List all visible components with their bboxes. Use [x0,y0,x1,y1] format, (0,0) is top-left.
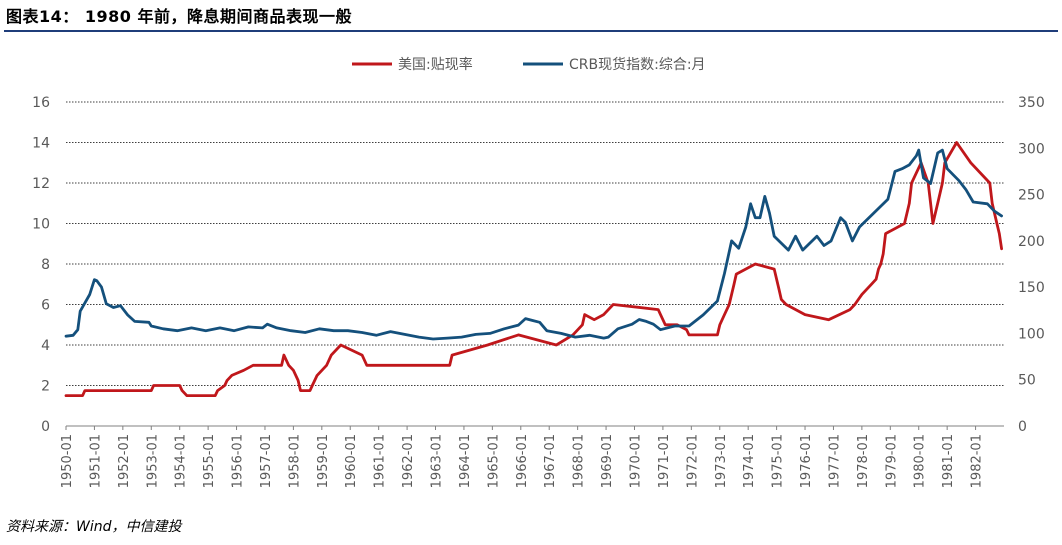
title-rule [4,30,1058,32]
x-tick-label: 1961-01 [373,434,388,488]
series-line-crb-index [64,148,1003,341]
x-tick-label: 1952-01 [117,434,132,488]
y-right-tick-label: 50 [1018,373,1036,389]
y-left-tick-label: 2 [41,379,50,395]
x-tick-label: 1953-01 [145,434,160,488]
x-tick-label: 1960-01 [344,434,359,488]
y-left-tick-label: 8 [41,257,50,273]
x-tick-label: 1954-01 [174,434,189,488]
x-tick-label: 1977-01 [827,434,842,488]
legend-label-crb: CRB现货指数:综合:月 [569,56,706,73]
y-left-tick-label: 10 [32,217,50,233]
x-tick-label: 1958-01 [287,434,302,488]
y-left-tick-label: 16 [32,95,50,111]
x-tick-label: 1976-01 [799,434,814,488]
x-tick-label: 1971-01 [657,434,672,488]
series-group [64,141,1003,397]
x-tick-label: 1982-01 [970,434,985,488]
y-right-tick-label: 300 [1018,141,1045,157]
legend: 美国:贴现率 CRB现货指数:综合:月 [352,56,706,73]
x-tick-label: 1969-01 [600,434,615,488]
x-tick-label: 1956-01 [231,434,246,488]
x-tick-label: 1981-01 [941,434,956,488]
y-left-tick-label: 14 [32,136,50,152]
x-tick-label: 1951-01 [88,434,103,488]
x-tick-label: 1959-01 [316,434,331,488]
x-tick-label: 1964-01 [458,434,473,488]
x-tick-label: 1963-01 [430,434,445,488]
x-tick-label: 1967-01 [543,434,558,488]
y-right-tick-label: 0 [1018,419,1027,435]
y-right-tick-label: 250 [1018,188,1045,204]
y-right-tick-label: 100 [1018,326,1045,342]
y-right-tick-label: 350 [1018,95,1045,111]
y-axis-right: 0 50 100 150 200 250 300 350 [1018,95,1045,435]
y-left-tick-label: 0 [41,419,50,435]
y-left-tick-label: 6 [41,298,50,314]
x-tick-label: 1974-01 [742,434,757,488]
x-tick-label: 1962-01 [401,434,416,488]
x-tick-label: 1966-01 [515,434,530,488]
legend-label-rate: 美国:贴现率 [398,56,473,73]
x-tick-label: 1972-01 [685,434,700,488]
x-tick-label: 1968-01 [572,434,587,488]
y-axis-left: 0 2 4 6 8 10 12 14 16 [32,95,50,435]
gridlines [66,101,1004,427]
x-tick-label: 1950-01 [60,434,75,488]
x-axis: 1950-01 1951-01 1952-01 1953-01 1954-01 1955-… [60,426,985,488]
x-tick-label: 1970-01 [628,434,643,488]
x-tick-label: 1980-01 [913,434,928,488]
x-tick-label: 1978-01 [856,434,871,488]
source-note: 资料来源：Wind，中信建投 [6,519,182,535]
series-line-discount-rate [64,141,1003,397]
y-right-tick-label: 150 [1018,280,1045,296]
x-tick-label: 1965-01 [486,434,501,488]
y-left-tick-label: 4 [41,338,50,354]
x-tick-label: 1955-01 [202,434,217,488]
x-tick-label: 1957-01 [259,434,274,488]
x-tick-label: 1973-01 [714,434,729,488]
chart-title: 图表14： 1980 年前，降息期间商品表现一般 [6,7,352,26]
x-tick-label: 1979-01 [884,434,899,488]
x-tick-label: 1975-01 [771,434,786,488]
y-right-tick-label: 200 [1018,234,1045,250]
y-left-tick-label: 12 [32,176,50,192]
